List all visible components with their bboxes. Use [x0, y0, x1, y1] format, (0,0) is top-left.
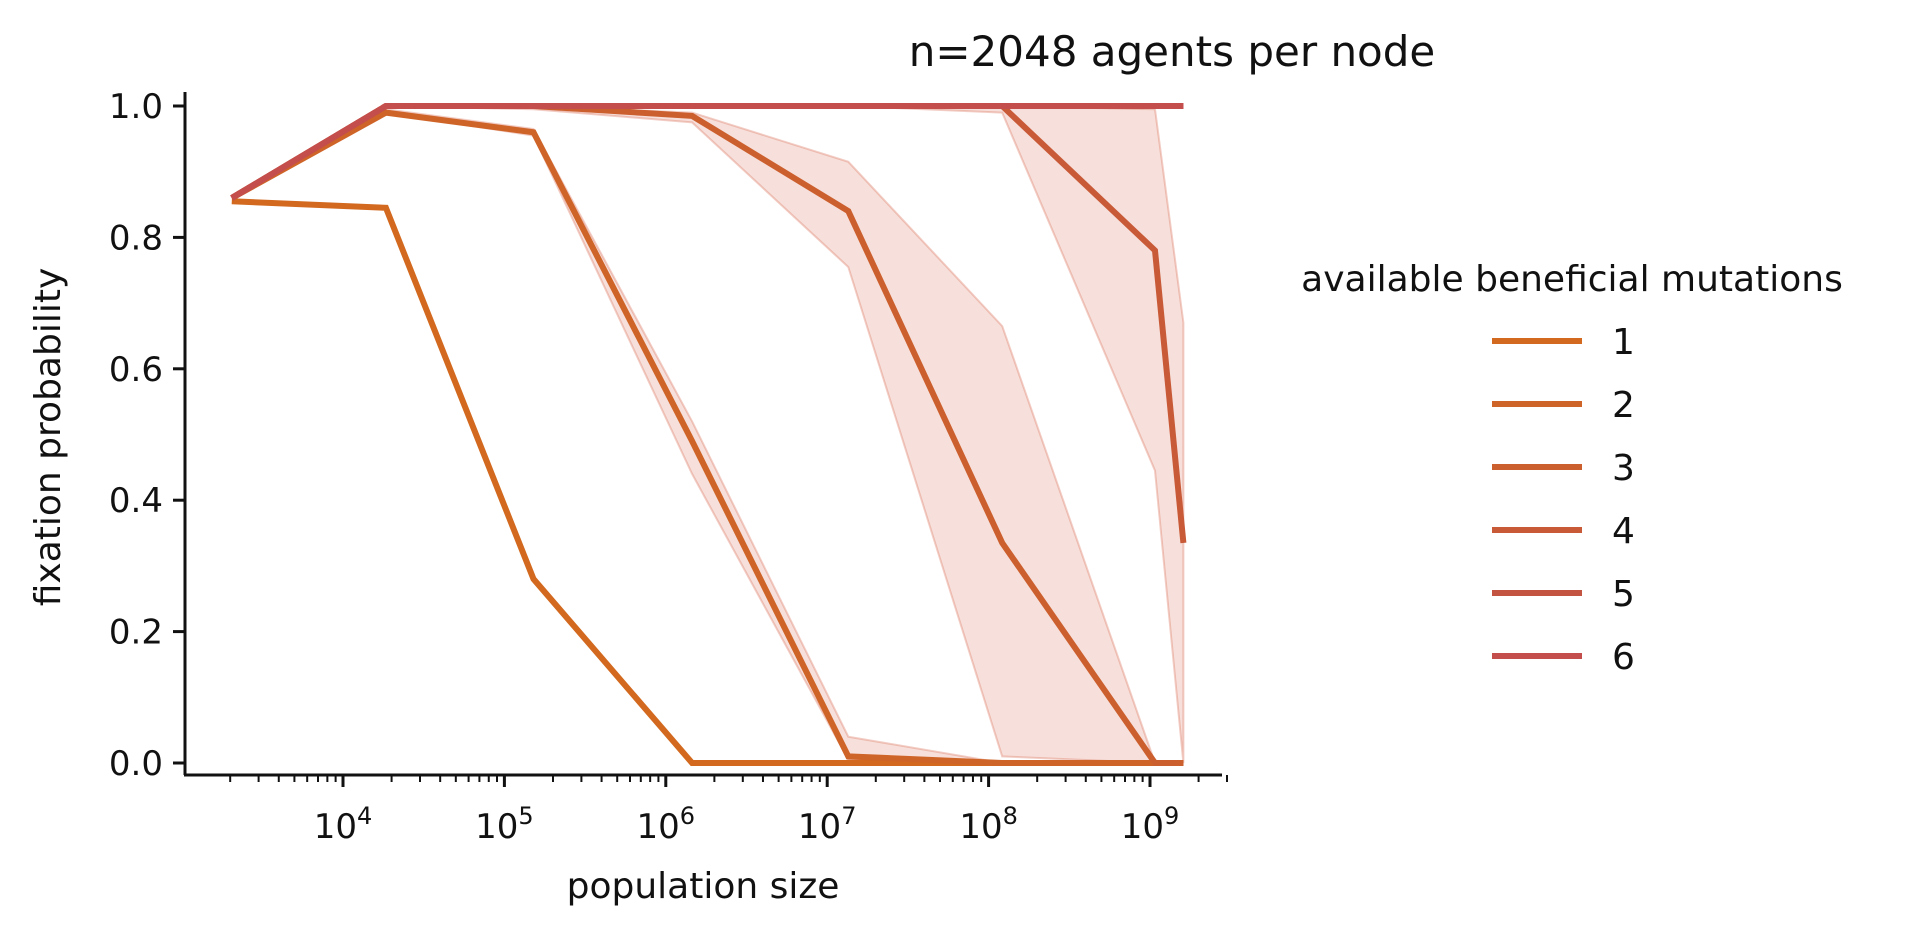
legend: available beneficial mutations 1 2 3 4 5 6 — [1301, 259, 1843, 678]
y-tick-label: 0.0 — [109, 744, 163, 784]
legend-label-4: 4 — [1612, 511, 1635, 552]
series-6-line — [230, 103, 1184, 201]
x-tick-label: 109 — [1121, 802, 1180, 847]
x-tick-label: 106 — [637, 802, 696, 847]
series-2-band — [231, 108, 1184, 764]
legend-label-3: 3 — [1612, 448, 1635, 489]
legend-label-6: 6 — [1612, 637, 1635, 678]
legend-label-5: 5 — [1612, 574, 1635, 615]
x-tick-label: 104 — [314, 802, 373, 847]
y-axis-ticks: 0.0 0.2 0.4 0.6 0.8 1.0 — [109, 87, 185, 784]
legend-label-2: 2 — [1612, 385, 1635, 426]
y-tick-label: 0.6 — [109, 350, 163, 390]
legend-items: 1 2 3 4 5 6 — [1492, 322, 1635, 678]
series-lines — [230, 103, 1187, 766]
y-tick-label: 0.2 — [109, 613, 163, 653]
x-tick-label: 108 — [959, 802, 1018, 847]
x-tick-label: 107 — [798, 802, 857, 847]
legend-title: available beneficial mutations — [1301, 259, 1843, 300]
x-tick-label: 105 — [475, 802, 534, 847]
y-tick-label: 0.4 — [109, 481, 163, 521]
y-axis-label: fixation probability — [28, 268, 69, 607]
legend-label-1: 1 — [1612, 322, 1635, 363]
x-axis-ticks: 104 105 106 107 108 109 — [229, 775, 1229, 847]
y-tick-label: 1.0 — [109, 87, 163, 127]
series-2-line — [230, 109, 1184, 766]
x-axis-label: population size — [567, 866, 840, 907]
chart-title: n=2048 agents per node — [909, 27, 1436, 76]
y-tick-label: 0.8 — [109, 218, 163, 258]
